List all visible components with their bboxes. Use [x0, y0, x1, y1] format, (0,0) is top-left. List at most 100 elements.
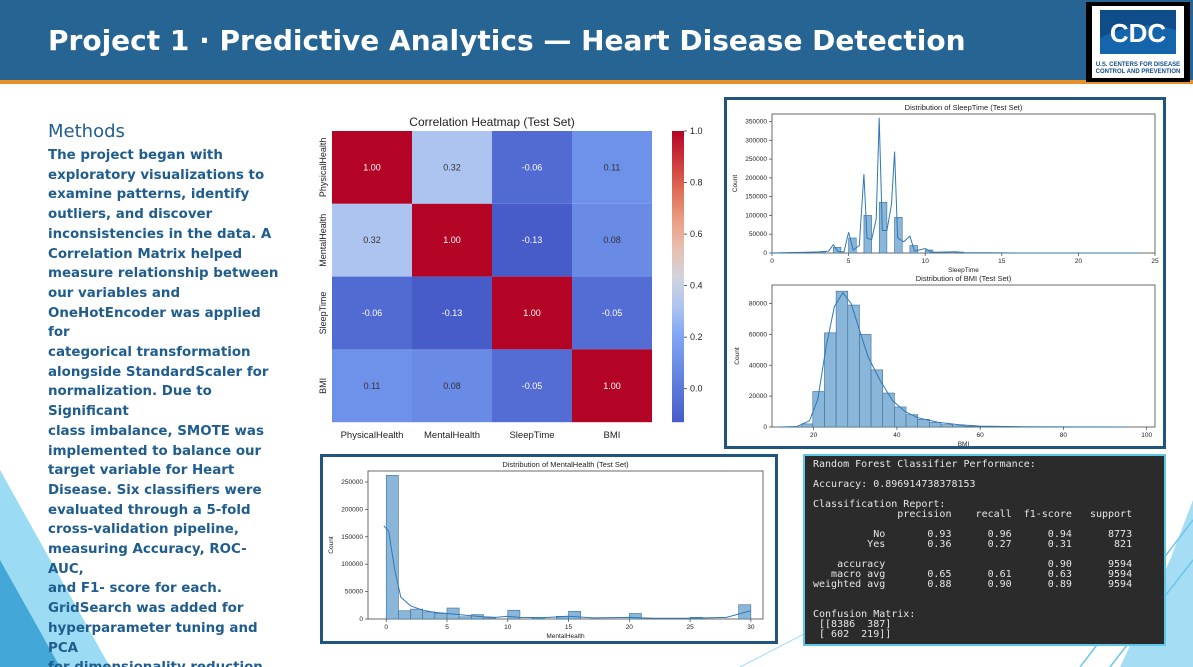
histogram-bar	[434, 613, 448, 620]
x-tick-label: 15	[998, 258, 1006, 265]
header-rule	[0, 80, 1193, 84]
methods-line: outliers, and discover	[48, 207, 213, 223]
x-axis-label: MentalHealth	[546, 633, 585, 640]
heatmap-value: 0.08	[443, 381, 461, 391]
x-tick-label: 25	[686, 624, 694, 631]
sleeptime-bmi-panel: Distribution of SleepTime (Test Set) 0 5 10…	[724, 97, 1166, 449]
y-tick-label: 250000	[745, 156, 767, 163]
histogram-bar	[940, 424, 953, 428]
x-tick-label: 100	[1141, 432, 1152, 439]
cdc-logo-line2: CONTROL AND PREVENTION	[1095, 69, 1181, 75]
methods-line: hyperparameter tuning and PCA	[48, 620, 258, 656]
histogram-title: Distribution of SleepTime (Test Set)	[905, 103, 1023, 112]
methods-line: normalization. Due to Significant	[48, 384, 212, 420]
heatmap-value: 1.00	[443, 235, 461, 245]
cdc-logo: CDC U.S. CENTERS FOR DISEASE CONTROL AND…	[1086, 2, 1190, 82]
methods-line: measuring Accuracy, ROC-AUC,	[48, 542, 247, 577]
histogram-bar	[738, 604, 752, 620]
methods-line: OneHotEncoder was applied for	[48, 305, 261, 341]
heatmap-value: 0.08	[603, 235, 621, 245]
colorbar-tick-label: 0.8	[690, 178, 703, 188]
methods-line: examine patterns, identify	[48, 187, 250, 203]
heatmap-cell	[572, 349, 652, 423]
y-tick-label: 150000	[341, 534, 363, 541]
histogram-bar	[964, 426, 977, 428]
mentalhealth-histogram: Distribution of MentalHealth (Test Set) 0…	[328, 460, 764, 640]
histogram-title: Distribution of BMI (Test Set)	[916, 275, 1012, 283]
x-tick-label: 20	[810, 432, 818, 439]
heatmap-cell	[492, 349, 572, 423]
methods-line: and F1- score for each.	[48, 581, 222, 597]
kde-line	[383, 525, 751, 619]
heatmap-cell	[332, 349, 412, 423]
methods-line: exploratory visualizations to	[48, 167, 265, 183]
cdc-logo-line1: U.S. CENTERS FOR DISEASE	[1095, 62, 1181, 68]
sleeptime-histogram: Distribution of SleepTime (Test Set) 0 5 10…	[732, 103, 1159, 274]
methods-line: categorical transformation	[48, 345, 251, 361]
histogram-bar	[952, 425, 965, 428]
histogram-bar	[629, 613, 642, 620]
heatmap-value: -0.05	[602, 308, 623, 318]
heatmap-value: -0.05	[522, 381, 543, 391]
heatmap-col-label: PhysicalHealth	[341, 430, 404, 441]
heatmap-cell	[332, 203, 412, 277]
mentalhealth-panel: Distribution of MentalHealth (Test Set) 0…	[320, 454, 778, 644]
x-tick-label: 10	[504, 624, 512, 631]
methods-line: alongside StandardScaler for	[48, 364, 269, 380]
cdc-logo-mark-icon: CDC	[1100, 10, 1176, 54]
y-tick-label: 50000	[345, 589, 363, 596]
methods-heading: Methods	[48, 121, 125, 142]
x-tick-label: 15	[565, 624, 573, 631]
histogram-bar	[878, 201, 888, 254]
heatmap-value: 0.11	[604, 162, 621, 172]
x-axis-label: BMI	[958, 441, 970, 446]
y-axis-label: Count	[328, 536, 335, 554]
histogram-bar	[410, 608, 423, 620]
correlation-heatmap: Correlation Heatmap (Test Set) 1.00 0.32 -0…	[318, 115, 703, 441]
methods-line: our variables and	[48, 285, 181, 301]
methods-line: evaluated through a 5-fold	[48, 502, 251, 518]
methods-line: class imbalance, SMOTE was	[48, 423, 264, 439]
heatmap-cell	[412, 276, 492, 350]
x-tick-label: 5	[445, 624, 449, 631]
x-tick-label: 20	[626, 624, 634, 631]
histogram-bar	[422, 611, 436, 620]
heatmap-value: -0.13	[522, 235, 543, 245]
page-title: Project 1 · Predictive Analytics — Heart…	[48, 24, 966, 57]
y-tick-label: 0	[763, 250, 767, 257]
histogram-bar	[894, 406, 907, 428]
heatmap-cell	[412, 203, 492, 277]
methods-body: The project began with exploratory visua…	[48, 146, 280, 667]
heatmap-value: -0.06	[522, 162, 543, 172]
x-tick-label: 0	[770, 258, 774, 265]
classifier-report-text: Random Forest Classifier Performance: Ac…	[813, 459, 1133, 640]
heatmap-row-label: MentalHealth	[318, 214, 328, 267]
heatmap-value: 1.00	[523, 308, 541, 318]
histogram-bar	[458, 616, 472, 620]
heatmap-col-label: MentalHealth	[424, 430, 480, 441]
colorbar-tick-label: 0.6	[690, 229, 703, 239]
heatmap-title: Correlation Heatmap (Test Set)	[409, 115, 574, 129]
heatmap-panel: Correlation Heatmap (Test Set) 1.00 0.32 -0…	[312, 108, 712, 448]
x-tick-label: 0	[384, 624, 388, 631]
histogram-bar	[800, 423, 814, 428]
plot-frame	[771, 113, 1156, 254]
colorbar-tick-label: 0.4	[690, 281, 703, 291]
cdc-logo-inner: CDC U.S. CENTERS FOR DISEASE CONTROL AND…	[1092, 6, 1184, 78]
histogram-bar	[507, 609, 521, 620]
histogram-title: Distribution of MentalHealth (Test Set)	[502, 460, 629, 469]
heatmap-cell	[572, 276, 652, 350]
x-tick-label: 60	[977, 432, 985, 439]
y-tick-label: 100000	[341, 561, 363, 568]
histogram-bar	[863, 215, 872, 254]
y-tick-label: 300000	[745, 137, 767, 144]
histogram-bar	[835, 290, 849, 428]
y-tick-label: 40000	[749, 362, 767, 369]
bmi-histogram: Distribution of BMI (Test Set) 20 40 60 80 10…	[734, 275, 1156, 446]
heatmap-cell	[332, 276, 412, 350]
x-axis-label: SleepTime	[948, 267, 979, 274]
x-tick-label: 40	[893, 432, 901, 439]
heatmap-colorbar	[672, 131, 684, 423]
y-tick-label: 80000	[749, 301, 767, 308]
y-axis-label: Count	[732, 175, 739, 193]
